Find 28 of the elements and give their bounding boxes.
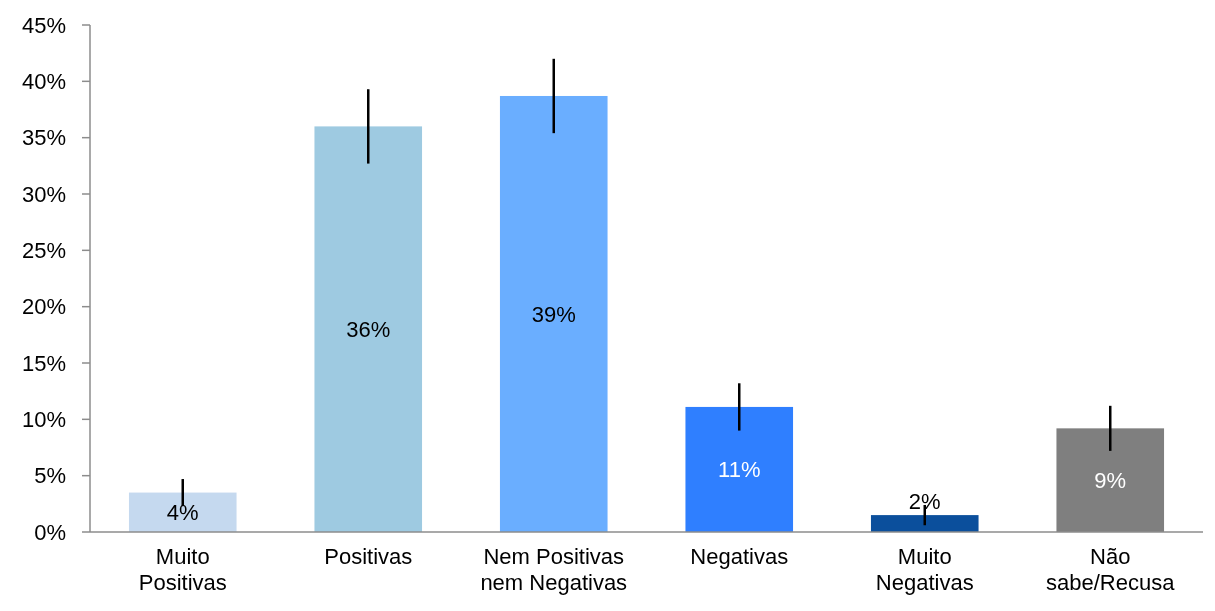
x-tick-label: Nem Positivas nem Negativas	[480, 544, 628, 595]
bar	[1056, 428, 1165, 532]
bar	[128, 492, 237, 532]
y-tick-label: 45%	[21, 12, 66, 38]
bar	[685, 406, 794, 532]
y-tick-label: 0%	[34, 519, 66, 545]
x-tick-label: Não sabe/Recusa	[1046, 544, 1176, 595]
bar	[499, 95, 608, 532]
x-tick-label: Negativas	[690, 544, 789, 569]
data-label: 39%	[531, 301, 576, 327]
data-label: 11%	[718, 457, 761, 483]
x-tick-label: Muito Negativas	[875, 544, 974, 595]
data-label: 36%	[346, 316, 391, 342]
data-label: 4%	[166, 499, 199, 525]
y-tick-label: 10%	[21, 407, 66, 433]
x-tick-label: Positivas	[324, 544, 413, 569]
y-tick-label: 20%	[21, 294, 66, 320]
bar	[314, 126, 423, 532]
y-tick-label: 30%	[21, 181, 66, 207]
data-label: 2%	[908, 488, 941, 514]
y-tick-label: 25%	[21, 238, 66, 264]
data-label: 9%	[1094, 467, 1127, 493]
y-tick-label: 40%	[21, 69, 66, 95]
y-tick-label: 35%	[21, 125, 66, 151]
x-tick-label: Muito Positivas	[138, 544, 227, 595]
bar	[870, 515, 979, 532]
y-tick-label: 5%	[34, 463, 66, 489]
y-tick-label: 15%	[21, 350, 66, 376]
